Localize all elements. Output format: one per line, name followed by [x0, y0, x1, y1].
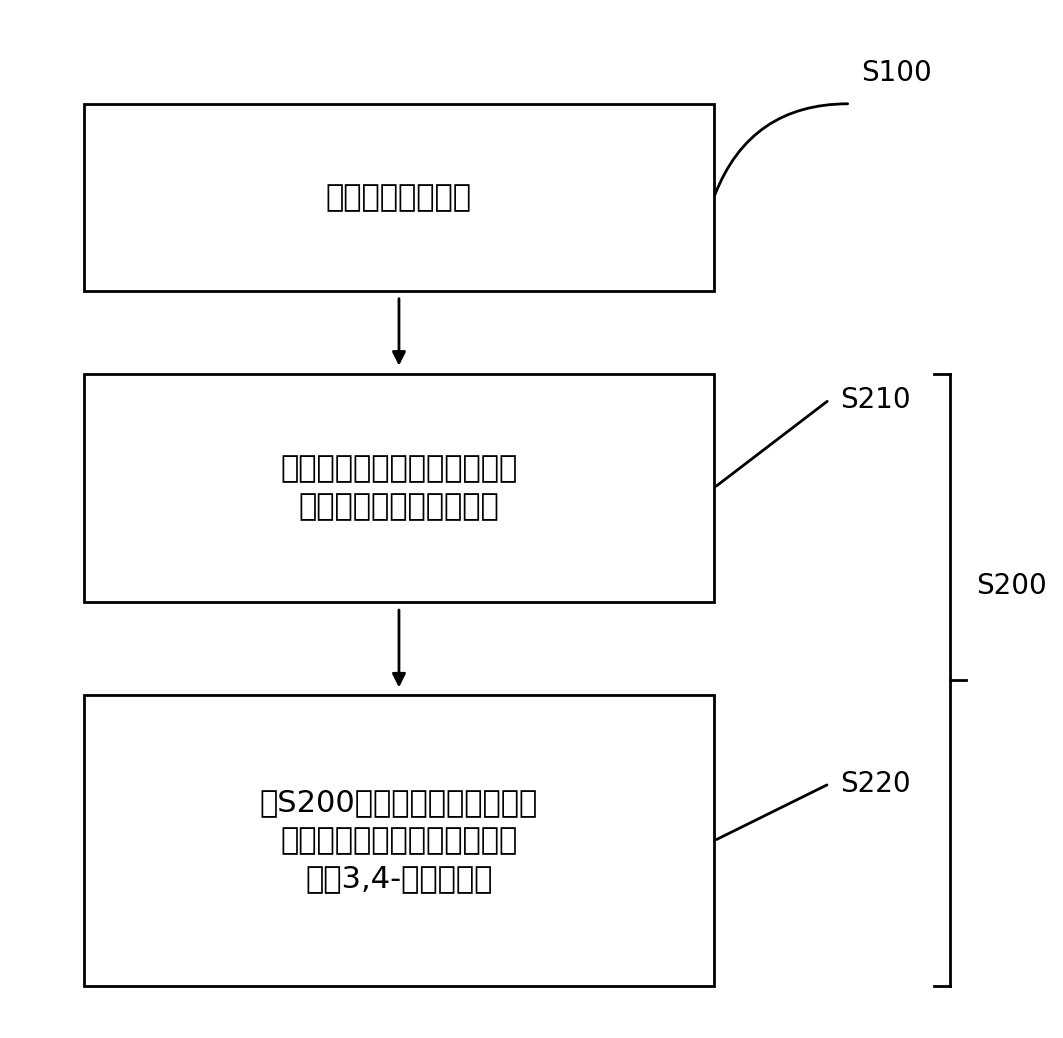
FancyBboxPatch shape	[84, 374, 714, 602]
Text: S100: S100	[861, 59, 931, 86]
Text: S220: S220	[840, 770, 911, 797]
FancyBboxPatch shape	[84, 695, 714, 986]
Text: S210: S210	[840, 386, 911, 413]
FancyBboxPatch shape	[84, 104, 714, 291]
Text: 制备甲基异丙基酮: 制备甲基异丙基酮	[326, 183, 472, 212]
Text: 对S200所得产物依次进行中和
处理、萃取处理和蒸馏处理，
得到3,4-二甲基吡唑: 对S200所得产物依次进行中和 处理、萃取处理和蒸馏处理， 得到3,4-二甲基吡…	[259, 788, 538, 894]
Text: 使甲基异丙基酮在硫酸和碘化
物的作用下与水合肼接触: 使甲基异丙基酮在硫酸和碘化 物的作用下与水合肼接触	[281, 455, 518, 521]
Text: S200: S200	[977, 573, 1047, 600]
